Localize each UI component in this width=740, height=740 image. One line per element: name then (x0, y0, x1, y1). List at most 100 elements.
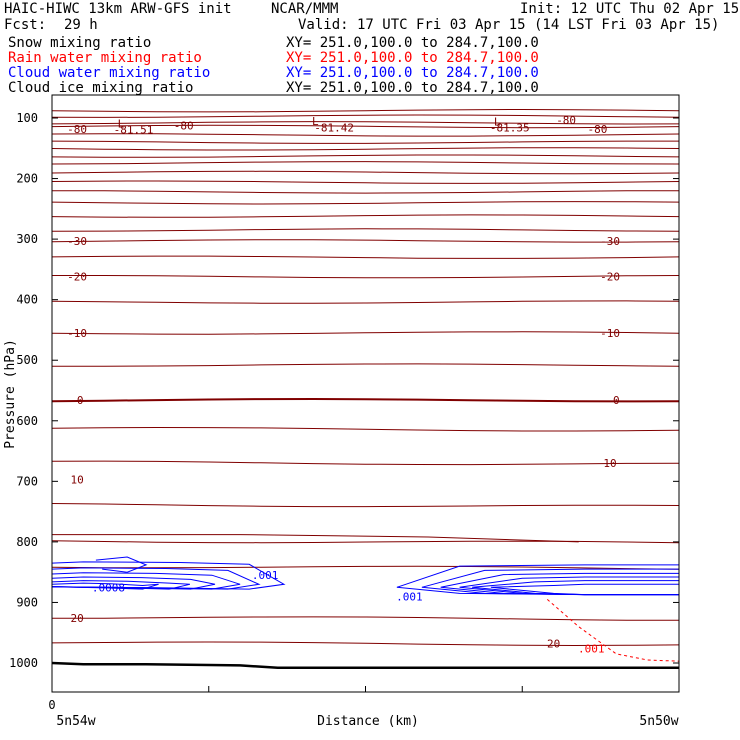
x-right-endpoint: 5n50w (639, 714, 678, 729)
temperature-contour (51, 331, 680, 335)
contour-label: -10 (600, 327, 620, 340)
contour-label: .0008 (92, 581, 125, 594)
cloud-ice-field-name: Cloud ice mixing ratio (8, 80, 194, 96)
forecast-hours: 29 h (64, 17, 98, 33)
x-left-endpoint: 5n54w (56, 714, 95, 729)
y-tick-label: 1000 (9, 656, 38, 670)
contour-label: 20 (70, 612, 83, 625)
valid-time: Valid: 17 UTC Fri 03 Apr 15 (14 LST Fri … (298, 17, 720, 33)
temperature-contour (51, 397, 680, 403)
temperature-contour (51, 180, 680, 184)
temperature-contours (51, 108, 680, 647)
contour-label: L (118, 117, 125, 130)
temperature-contour (51, 108, 680, 113)
y-tick-label: 300 (16, 232, 38, 246)
rain-contour (546, 599, 680, 662)
temperature-contour (51, 214, 680, 218)
temperature-contour (51, 565, 680, 570)
temperature-contour (51, 300, 680, 304)
y-axis-title: Pressure (hPa) (3, 339, 18, 449)
temperature-contour (51, 190, 680, 194)
temperature-contour (51, 201, 680, 205)
contour-label: -80 (174, 119, 194, 132)
temperature-contour (51, 641, 680, 647)
cloud-ice-field-xy: XY= 251.0,100.0 to 284.7,100.0 (286, 80, 539, 96)
ground-line (51, 661, 679, 670)
x-axis-title: Distance (km) (317, 714, 419, 729)
contour-label: -10 (67, 327, 87, 340)
contour-label: 0 (613, 394, 620, 407)
temperature-contour (51, 239, 680, 243)
contour-label: -80 (67, 123, 87, 136)
terrain-surface-line (51, 661, 679, 670)
temperature-contour (51, 170, 680, 175)
model-title: HAIC-HIWC 13km ARW-GFS init (4, 1, 232, 17)
temperature-contour (51, 460, 680, 466)
y-tick-label: 400 (16, 293, 38, 307)
cloud-water-contour (95, 556, 148, 573)
y-tick-label: 700 (16, 474, 38, 488)
contour-label: .001 (396, 590, 423, 603)
contour-labels: -80 -80 -80-80-81.51 -81.42 -81.35L L L-30 -30-… (67, 114, 620, 656)
temperature-contour (52, 275, 680, 279)
plot-frame (51, 94, 680, 693)
contour-label: .001 (252, 569, 279, 582)
temperature-contour (51, 114, 680, 118)
contour-label: 10 (70, 474, 83, 487)
contour-label: -80 (556, 114, 576, 127)
temperature-contour (51, 426, 680, 432)
contour-label: 10 (603, 457, 616, 470)
y-tick-label: 800 (16, 535, 38, 549)
contour-label: L (494, 116, 501, 129)
temperature-contour (51, 140, 679, 144)
snow-field-xy: XY= 251.0,100.0 to 284.7,100.0 (286, 35, 539, 51)
y-tick-label: 600 (16, 414, 38, 428)
temperature-contour (51, 540, 680, 544)
contour-label: 0 (77, 394, 84, 407)
forecast-label: Fcst: (4, 17, 47, 33)
contour-label: -80 (588, 123, 608, 136)
contour-label: L (312, 115, 319, 128)
y-tick-label: 900 (16, 595, 38, 609)
contour-label: 20 (547, 638, 560, 651)
cloud-water-contour (51, 561, 286, 590)
contour-label: -81.51 (114, 124, 154, 137)
cloud-water-contour (51, 580, 191, 590)
contour-label: -81.42 (314, 122, 354, 135)
contour-label: -20 (600, 271, 620, 284)
temperature-contour (51, 121, 680, 125)
cloud-water-field-name: Cloud water mixing ratio (8, 65, 211, 81)
temperature-contour (51, 147, 680, 151)
snow-field-name: Snow mixing ratio (8, 35, 152, 51)
cloud-water-contours (51, 556, 679, 596)
rain-contours (546, 599, 680, 662)
cloud-water-field-xy: XY= 251.0,100.0 to 284.7,100.0 (286, 65, 539, 81)
temperature-contour (51, 616, 680, 621)
temperature-contour (51, 161, 680, 165)
contour-label: -30 (67, 235, 87, 248)
cloud-water-contour (490, 583, 679, 596)
y-tick-label: 200 (16, 172, 38, 186)
temperature-contour (51, 124, 680, 129)
init-time: Init: 12 UTC Thu 02 Apr 15 (520, 1, 740, 17)
contour-label: -20 (67, 271, 87, 284)
temperature-contour (51, 503, 680, 508)
y-tick-label: 500 (16, 353, 38, 367)
contour-label: -81.35 (490, 122, 530, 135)
cloud-water-contour (51, 582, 159, 590)
temperature-contour (51, 255, 680, 259)
contour-label: .001 (578, 642, 605, 655)
institution-label: NCAR/MMM (271, 1, 339, 17)
temperature-contour (51, 133, 680, 137)
rain-field-xy: XY= 251.0,100.0 to 284.7,100.0 (286, 50, 539, 66)
rain-field-name: Rain water mixing ratio (8, 50, 202, 66)
temperature-contour (51, 154, 680, 158)
x-origin-label: 0 (48, 698, 55, 712)
temperature-contour (51, 363, 680, 367)
temperature-contour (51, 228, 680, 232)
plot-header: HAIC-HIWC 13km ARW-GFS init NCAR/MMM Ini… (0, 0, 740, 100)
temperature-contour (52, 534, 579, 543)
